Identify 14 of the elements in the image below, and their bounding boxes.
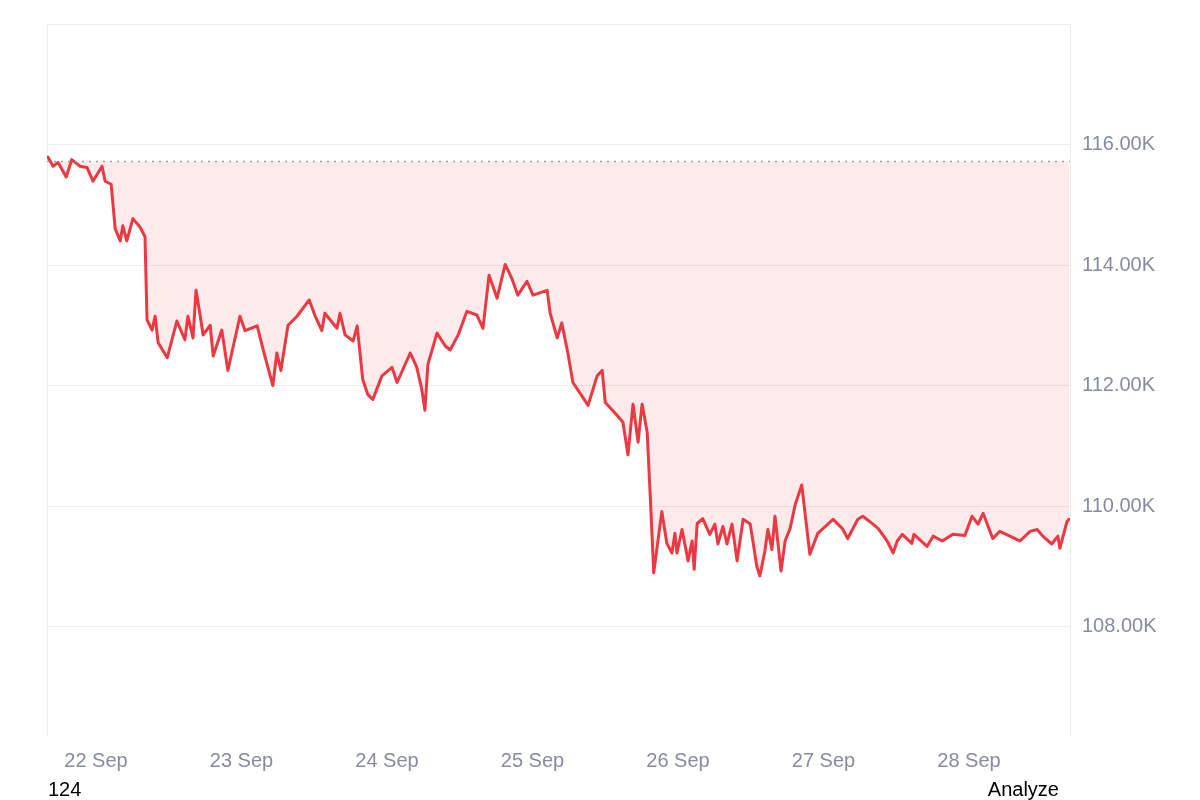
text: Analyze [987,778,1059,800]
y-tick-label: 112.00K [1082,373,1156,396]
y-tick-label: 110.00K [1082,493,1156,516]
x-tick-label: 26 Sep [646,748,710,771]
x-tick-label: 24 Sep [355,748,419,771]
x-tick-label: 22 Sep [64,748,128,771]
y-tick-label: 116.00K [1082,132,1156,155]
text: 124 [48,778,82,800]
x-tick-label: 23 Sep [209,748,274,771]
x-tick-label: 27 Sep [791,748,856,771]
y-tick-label: 108.00K [1082,614,1158,637]
y-tick-label: 114.00K [1082,252,1156,275]
x-tick-label: 28 Sep [937,748,1001,771]
x-tick-label: 25 Sep [500,748,565,771]
